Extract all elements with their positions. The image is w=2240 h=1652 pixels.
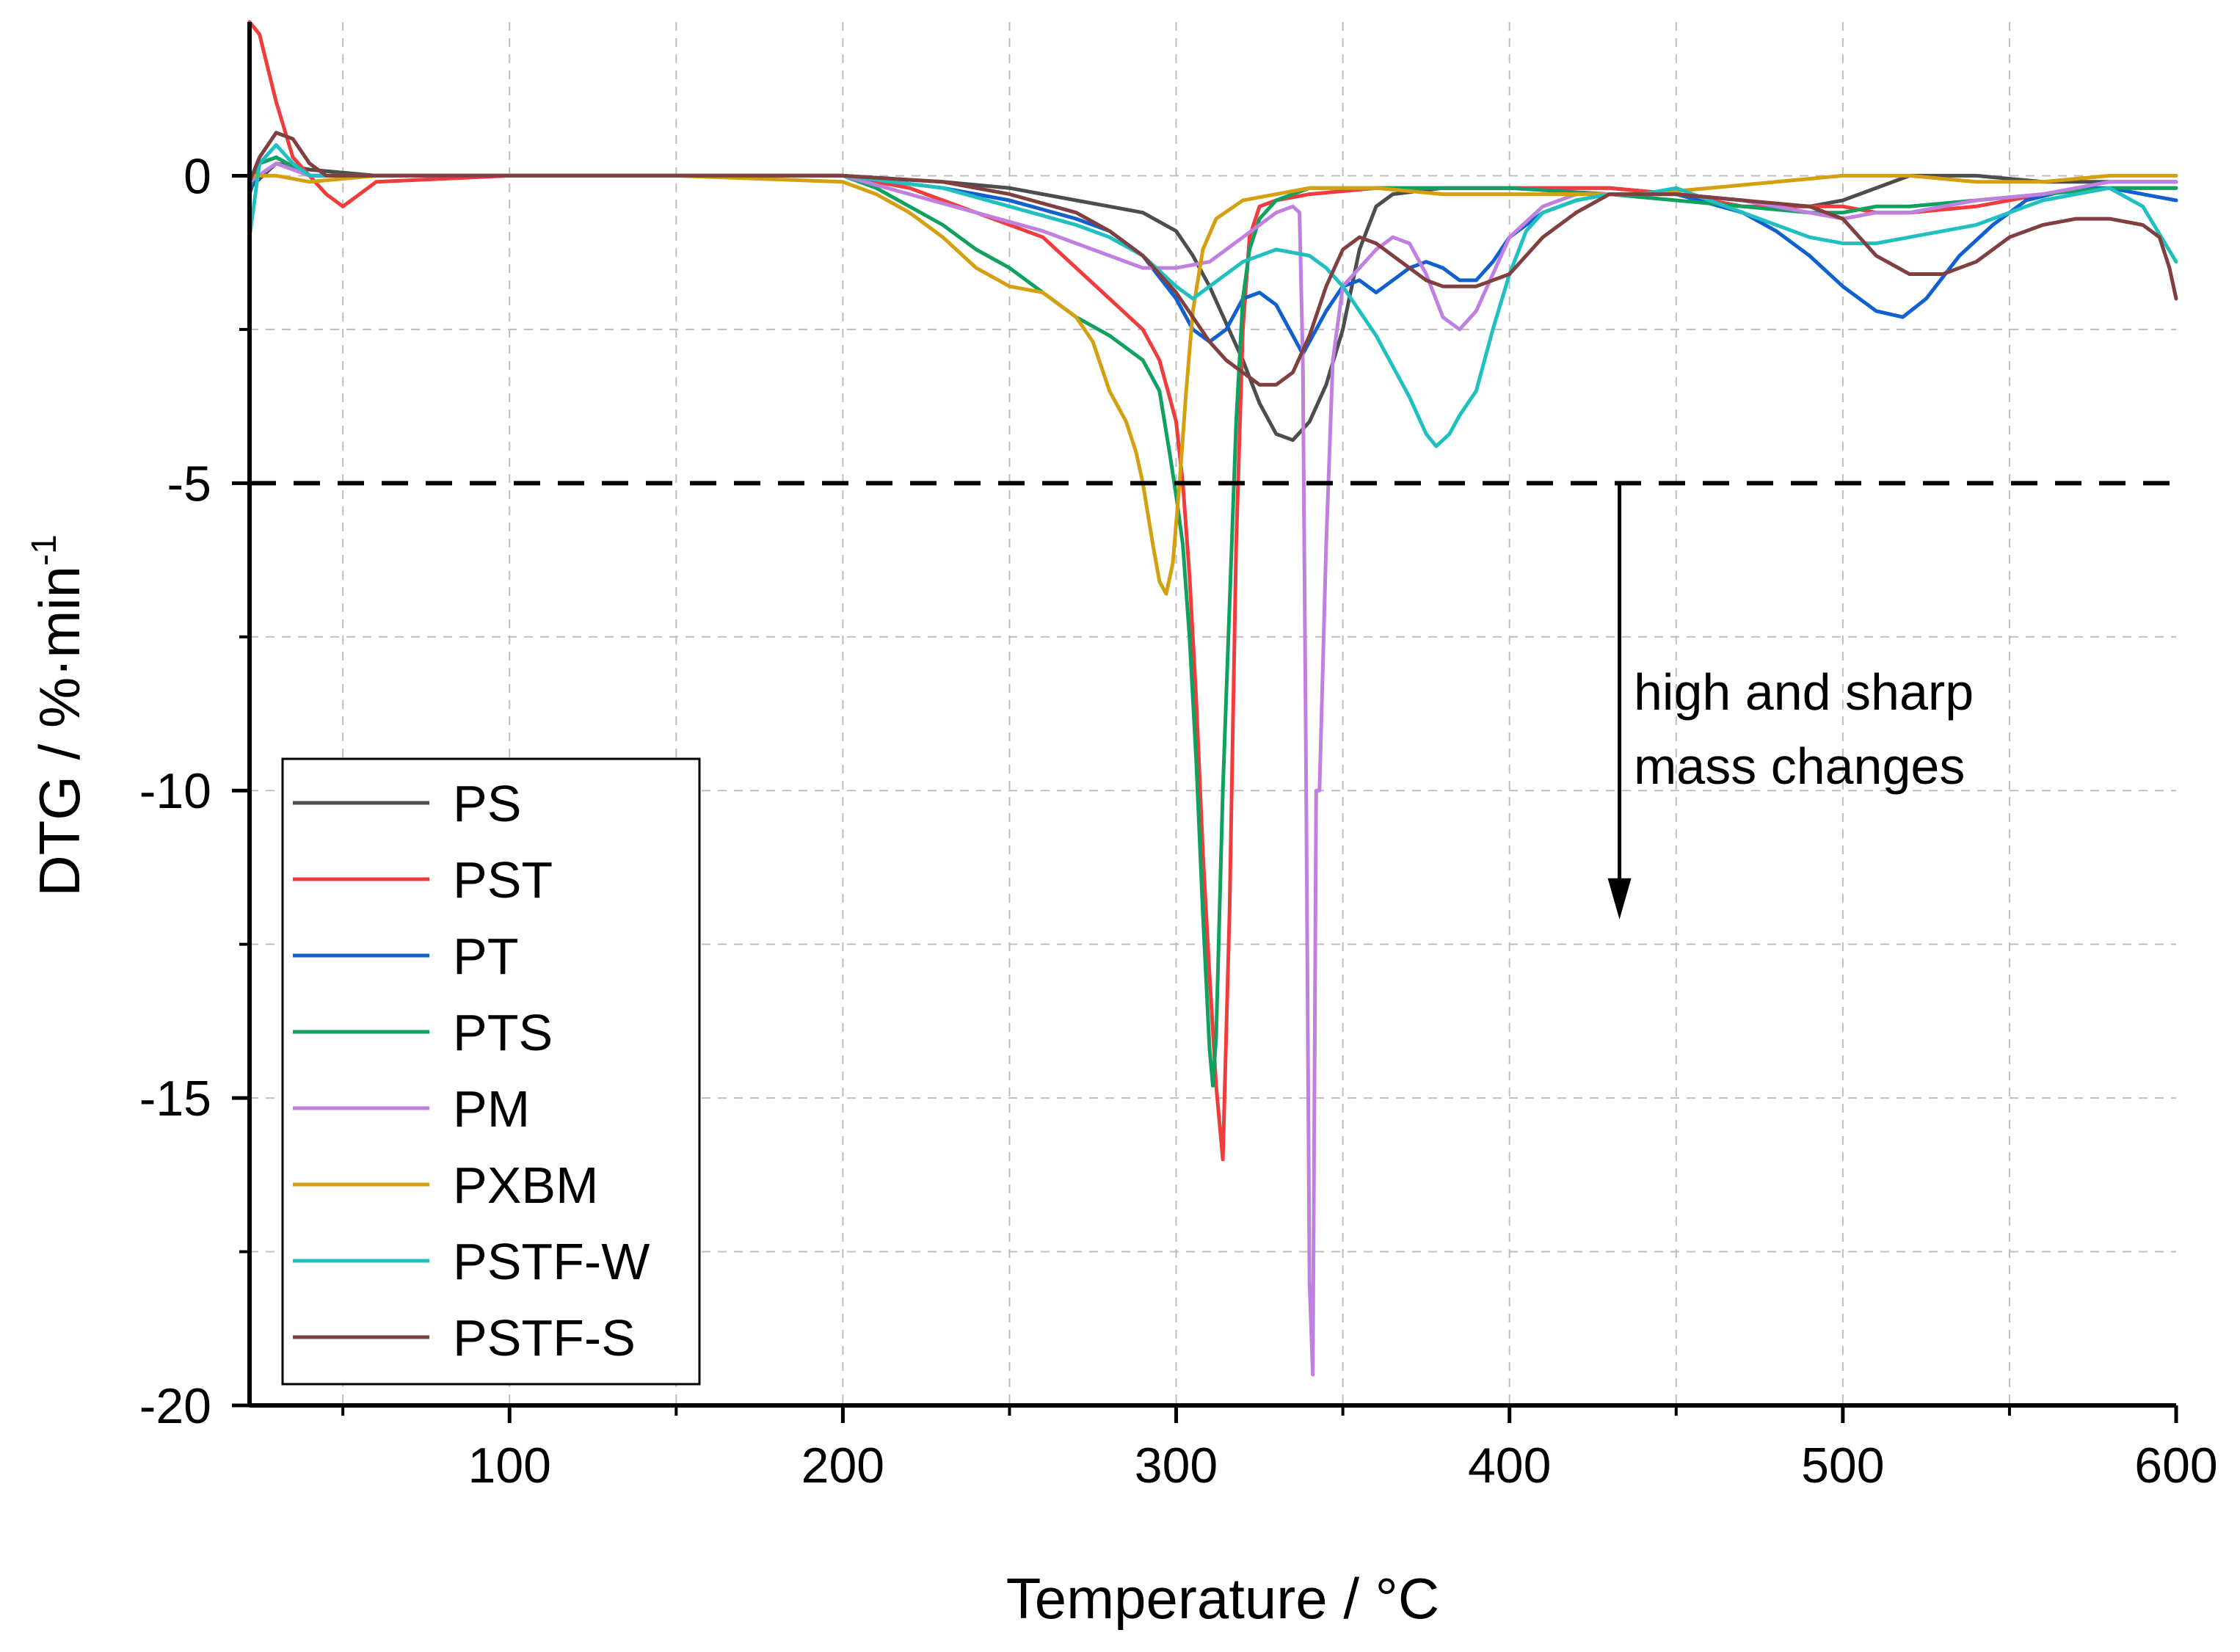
legend-label-ps: PS	[453, 775, 521, 832]
y-tick-label: -10	[139, 763, 211, 819]
legend-label-pstf-w: PSTF-W	[453, 1233, 650, 1290]
y-tick-label: -15	[139, 1071, 211, 1127]
series-line-pts	[247, 155, 2178, 1088]
x-tick-label: 300	[1135, 1438, 1218, 1493]
legend-label-pstf-s: PSTF-S	[453, 1309, 636, 1367]
legend-label-pts: PTS	[453, 1004, 553, 1061]
y-tick-label: 0	[183, 148, 211, 204]
series-line-pstf-w	[247, 143, 2178, 448]
x-tick-label: 500	[1801, 1438, 1884, 1493]
legend-label-pt: PT	[453, 928, 518, 985]
annotation-line-2: mass changes	[1634, 738, 1965, 795]
tick-labels: 100 200 300 400 500 600 0 -5 -10 -15 -20	[139, 148, 2218, 1493]
series-line-pxbm	[247, 173, 2178, 596]
annotation-arrow-head	[1607, 878, 1632, 920]
series-lines	[247, 20, 2178, 1377]
series-line-pt	[247, 155, 2178, 356]
annotation-line-1: high and sharp	[1634, 663, 1974, 721]
x-tick-label: 600	[2134, 1438, 2217, 1493]
y-axis-title: DTG / %·min-1	[25, 534, 92, 896]
legend-box	[281, 757, 701, 1386]
x-tick-label: 200	[801, 1438, 884, 1493]
axes	[232, 22, 2178, 1423]
annotation: high and sharp mass changes	[1607, 483, 1974, 920]
x-tick-label: 400	[1468, 1438, 1551, 1493]
legend-label-pm: PM	[453, 1080, 530, 1138]
y-tick-label: -5	[167, 456, 211, 512]
legend-label-pxbm: PXBM	[453, 1157, 598, 1214]
series-line-pstf-s	[247, 131, 2178, 387]
legend-label-pst: PST	[453, 851, 553, 909]
y-tick-label: -20	[139, 1378, 211, 1434]
legend: PS PST PT PTS PM PXBM PSTF-W PSTF-S	[281, 757, 701, 1386]
x-tick-label: 100	[468, 1438, 551, 1493]
x-axis-title: Temperature / °C	[1006, 1566, 1439, 1631]
